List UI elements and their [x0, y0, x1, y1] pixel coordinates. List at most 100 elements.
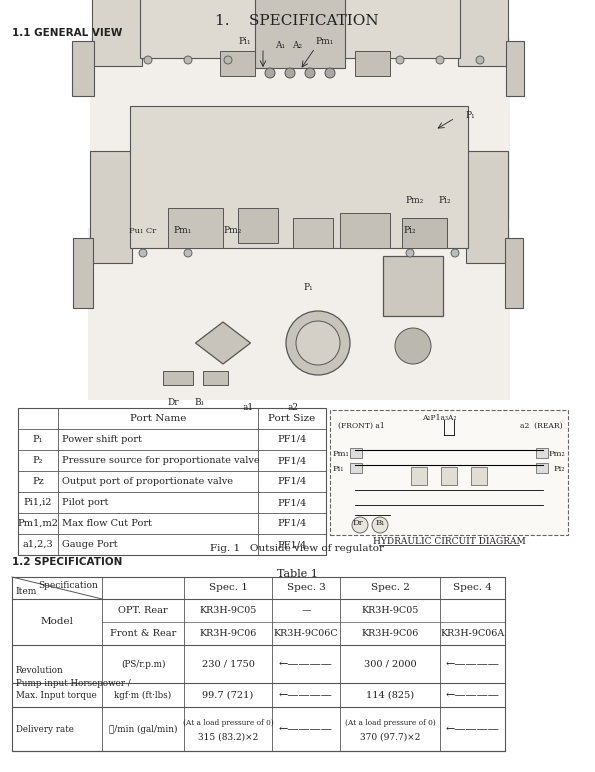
Circle shape	[139, 249, 147, 257]
Text: P₁: P₁	[33, 435, 43, 444]
Text: Port Size: Port Size	[268, 414, 315, 423]
Circle shape	[396, 182, 404, 190]
Text: (At a load pressure of 0): (At a load pressure of 0)	[345, 719, 436, 727]
Text: Delivery rate: Delivery rate	[16, 724, 74, 733]
Circle shape	[372, 517, 388, 533]
Bar	[73, 238, 93, 308]
Text: ℓ/min (gal/min): ℓ/min (gal/min)	[109, 724, 177, 733]
Text: a2  (REAR): a2 (REAR)	[521, 422, 563, 430]
Text: Pi₂: Pi₂	[553, 465, 565, 473]
Bar	[355, 51, 390, 76]
Bar	[340, 213, 390, 248]
Text: ←————: ←————	[279, 659, 333, 669]
Bar	[383, 256, 443, 316]
Bar	[130, 106, 468, 248]
Text: Item: Item	[15, 587, 36, 596]
Text: kgf·m (ft·lbs): kgf·m (ft·lbs)	[114, 690, 171, 699]
Text: Pm₁: Pm₁	[174, 226, 192, 235]
Text: (FRONT) a1: (FRONT) a1	[338, 422, 385, 430]
Text: ←————: ←————	[279, 690, 333, 700]
Text: (PS/r.p.m): (PS/r.p.m)	[121, 659, 165, 669]
Text: KR3H-9C06A: KR3H-9C06A	[440, 629, 505, 638]
Text: Pressure source for proportionate valve: Pressure source for proportionate valve	[62, 456, 259, 465]
Text: Pilot port: Pilot port	[62, 498, 108, 507]
Text: Dr: Dr	[167, 398, 179, 407]
Circle shape	[436, 182, 444, 190]
Circle shape	[396, 56, 404, 64]
Text: P₂: P₂	[33, 456, 43, 465]
Circle shape	[296, 321, 340, 365]
Bar	[505, 238, 523, 308]
Text: 1.2 SPECIFICATION: 1.2 SPECIFICATION	[12, 557, 123, 567]
Text: ←————: ←————	[446, 690, 499, 700]
Text: 300 / 2000: 300 / 2000	[364, 659, 416, 669]
Text: Pi1,i2: Pi1,i2	[24, 498, 52, 507]
Text: KR3H-9C06: KR3H-9C06	[199, 629, 256, 638]
Text: A₂: A₂	[292, 41, 302, 50]
Bar	[90, 38, 510, 220]
Bar	[18, 408, 326, 555]
Text: Pm₁: Pm₁	[316, 37, 334, 46]
Circle shape	[476, 56, 484, 64]
Bar	[536, 463, 548, 473]
Text: KR3H-9C06: KR3H-9C06	[361, 629, 419, 638]
Text: Port Name: Port Name	[130, 414, 186, 423]
Text: OPT. Rear: OPT. Rear	[118, 606, 168, 615]
Circle shape	[144, 56, 152, 64]
Text: Pz: Pz	[32, 477, 44, 486]
Text: 315 (83.2)×2: 315 (83.2)×2	[198, 733, 258, 741]
Text: Revolution: Revolution	[16, 666, 64, 675]
Text: B₁: B₁	[375, 519, 385, 527]
Text: 114 (825): 114 (825)	[366, 690, 414, 699]
Circle shape	[184, 249, 192, 257]
Text: Spec. 3: Spec. 3	[287, 584, 325, 592]
Bar	[402, 218, 447, 248]
Text: Gauge Port: Gauge Port	[62, 540, 118, 549]
Bar	[536, 448, 548, 458]
Text: Pi₁: Pi₁	[333, 465, 345, 473]
Text: Fig. 1   Outside view of regulator: Fig. 1 Outside view of regulator	[210, 544, 384, 553]
Bar	[163, 371, 193, 385]
Text: Pu₁ Cr: Pu₁ Cr	[129, 227, 156, 235]
Text: (At a load pressure of 0): (At a load pressure of 0)	[183, 719, 273, 727]
Text: 99.7 (721): 99.7 (721)	[202, 690, 253, 699]
Text: Table 1: Table 1	[277, 569, 318, 579]
Text: PF1/4: PF1/4	[277, 519, 306, 528]
Text: 1.1 GENERAL VIEW: 1.1 GENERAL VIEW	[12, 28, 123, 38]
Bar	[220, 51, 255, 76]
Text: Spec. 1: Spec. 1	[209, 584, 248, 592]
Circle shape	[305, 68, 315, 78]
Bar	[310, 144, 345, 166]
Text: —: —	[301, 606, 311, 615]
Text: A₁P1a₃A₂: A₁P1a₃A₂	[422, 414, 456, 422]
Text: 230 / 1750: 230 / 1750	[202, 659, 255, 669]
Text: Spec. 4: Spec. 4	[453, 584, 492, 592]
Text: Max flow Cut Port: Max flow Cut Port	[62, 519, 152, 528]
Text: B₁: B₁	[195, 398, 205, 407]
Text: ←————: ←————	[446, 724, 499, 734]
Text: PF1/4: PF1/4	[277, 477, 306, 486]
Circle shape	[476, 182, 484, 190]
Bar	[90, 151, 132, 263]
Circle shape	[352, 517, 368, 533]
Text: Spec. 2: Spec. 2	[371, 584, 409, 592]
Circle shape	[286, 311, 350, 375]
Circle shape	[451, 249, 459, 257]
Text: PF1/4: PF1/4	[277, 435, 306, 444]
Bar	[88, 228, 510, 400]
Text: P₁: P₁	[303, 283, 313, 292]
Text: Pi₂: Pi₂	[439, 196, 452, 205]
Circle shape	[144, 182, 152, 190]
Circle shape	[224, 182, 232, 190]
Circle shape	[224, 56, 232, 64]
Bar	[168, 208, 223, 248]
Text: ←————: ←————	[446, 659, 499, 669]
Circle shape	[406, 249, 414, 257]
Circle shape	[422, 130, 438, 146]
Bar	[238, 208, 278, 243]
Bar	[293, 218, 333, 248]
Bar	[441, 467, 457, 485]
Bar	[140, 0, 460, 58]
Text: Pi₂: Pi₂	[403, 226, 416, 235]
Text: Front & Rear: Front & Rear	[110, 629, 176, 638]
